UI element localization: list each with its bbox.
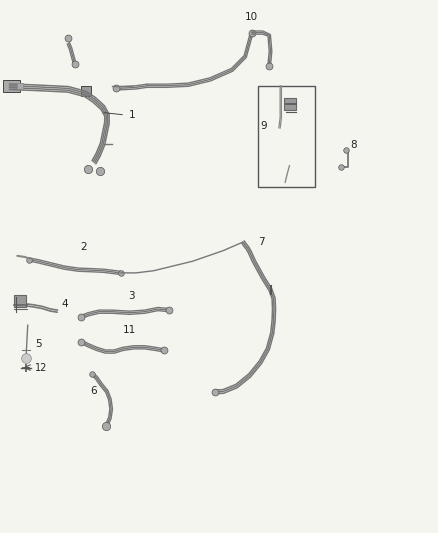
Bar — [258, 86, 315, 187]
Text: 4: 4 — [62, 298, 68, 309]
Bar — [3, 80, 20, 92]
Bar — [81, 86, 91, 96]
Text: 6: 6 — [90, 386, 97, 397]
Text: 10: 10 — [245, 12, 258, 22]
Text: 1: 1 — [129, 110, 135, 120]
Text: 9: 9 — [261, 120, 267, 131]
Text: 12: 12 — [35, 362, 47, 373]
Text: 7: 7 — [258, 237, 265, 247]
Text: 11: 11 — [123, 325, 136, 335]
Text: 3: 3 — [128, 291, 135, 301]
Text: 8: 8 — [350, 140, 357, 150]
Text: 5: 5 — [35, 338, 42, 349]
Text: 2: 2 — [80, 241, 87, 252]
